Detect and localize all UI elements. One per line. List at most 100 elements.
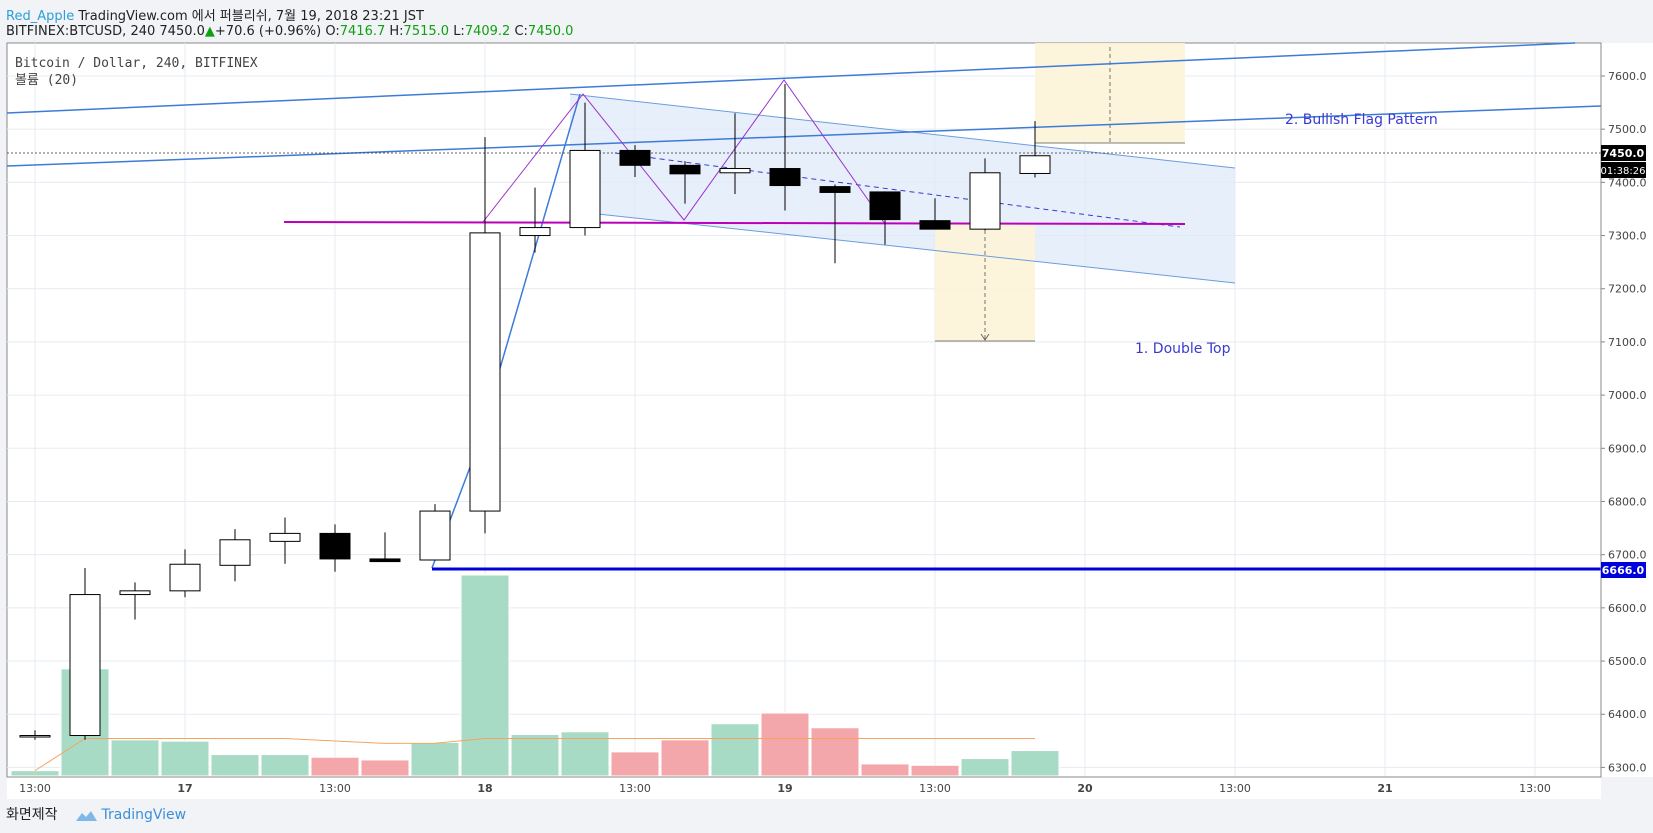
low-value: 7409.2 xyxy=(464,24,511,39)
flag-midline xyxy=(614,152,1181,228)
volume-bar xyxy=(310,756,360,777)
candle-body xyxy=(969,172,1001,230)
bullish-flag-zone xyxy=(570,94,1235,283)
candle-body xyxy=(819,186,851,193)
time-tick-label: 20 xyxy=(1077,782,1093,795)
high-label: H: xyxy=(389,24,404,39)
time-tick-label: 19 xyxy=(777,782,792,795)
candle-body xyxy=(69,594,101,737)
time-tick-label: 13:00 xyxy=(619,782,651,795)
candle-body xyxy=(369,558,401,563)
volume-bar xyxy=(810,727,860,777)
price-tick-label: 6600.0 xyxy=(1608,602,1647,615)
tradingview-cloud-icon xyxy=(75,811,97,821)
grid-lines xyxy=(7,43,1601,777)
candle-body xyxy=(519,227,551,237)
volume-bar xyxy=(960,758,1010,777)
price-chart[interactable]: 6300.0 6400.0 6500.0 6600.0 6700.0 6800.0 6900… xyxy=(0,0,1653,800)
price-tick-label: 6700.0 xyxy=(1608,549,1647,562)
volume-bar xyxy=(760,712,810,777)
candle-body xyxy=(469,232,501,512)
time-tick-label: 17 xyxy=(177,782,192,795)
price-tick-label: 7200.0 xyxy=(1608,283,1647,296)
published-text: TradingView.com 에서 퍼블리쉬, 7월 19, 2018 23:… xyxy=(78,9,424,24)
volume-bar xyxy=(410,742,460,777)
double-top-neckline xyxy=(283,221,1186,225)
volume-bar xyxy=(360,759,410,777)
high-value: 7515.0 xyxy=(403,24,450,39)
price-tick-label: 6800.0 xyxy=(1608,495,1647,508)
flag-upper-line xyxy=(569,93,1236,169)
change-value: +70.6 (+0.96%) xyxy=(214,24,322,39)
volume-bar xyxy=(210,754,260,777)
price-tick-label: 7300.0 xyxy=(1608,230,1647,243)
volume-legend: 볼륨 (20) xyxy=(15,73,78,88)
volume-bar xyxy=(460,574,510,777)
candle-body xyxy=(219,539,251,566)
volume-bar xyxy=(910,764,960,777)
time-tick-label: 21 xyxy=(1377,782,1392,795)
price-tick-label: 7400.0 xyxy=(1608,176,1647,189)
volume-bar xyxy=(510,733,560,777)
author-name[interactable]: Red_Apple xyxy=(6,9,75,24)
footer: 화면제작 TradingView xyxy=(6,804,186,824)
candle-body xyxy=(769,168,801,187)
candle-body xyxy=(919,220,951,230)
price-tick-label: 7600.0 xyxy=(1608,70,1647,83)
volume-bar xyxy=(710,723,760,777)
volume-moving-average xyxy=(34,737,1035,772)
tradingview-brand[interactable]: TradingView xyxy=(101,807,187,823)
close-label: C: xyxy=(514,24,528,39)
open-value: 7416.7 xyxy=(339,24,386,39)
price-axis-ticks: 6300.0 6400.0 6500.0 6600.0 6700.0 6800.0 6900… xyxy=(1601,70,1647,774)
time-tick-label: 13:00 xyxy=(919,782,951,795)
level-price-tag-text: 6666.0 xyxy=(1602,564,1645,577)
time-tick-label: 13:00 xyxy=(1219,782,1251,795)
volume-bar xyxy=(110,739,160,777)
candle-body xyxy=(319,532,351,560)
candle-body xyxy=(869,191,901,221)
candle-body xyxy=(169,563,201,592)
volume-bars xyxy=(10,574,1060,777)
time-axis[interactable] xyxy=(7,777,1601,799)
current-price-tag xyxy=(1601,145,1646,161)
volume-bar xyxy=(660,739,710,777)
countdown-tag-text: 01:38:26 xyxy=(1601,166,1646,177)
price-tick-label: 6400.0 xyxy=(1608,708,1647,721)
candle-body xyxy=(669,164,701,175)
chart-header-published: Red_Apple TradingView.com 에서 퍼블리쉬, 7월 19… xyxy=(6,5,424,24)
time-tick-label: 13:00 xyxy=(1519,782,1551,795)
close-value: 7450.0 xyxy=(527,24,574,39)
time-tick-label: 13:00 xyxy=(19,782,51,795)
double-top-label: 1. Double Top xyxy=(1135,341,1231,357)
level-price-tag xyxy=(1601,562,1646,578)
candle-body xyxy=(419,510,451,561)
volume-bar xyxy=(560,731,610,777)
time-tick-label: 13:00 xyxy=(319,782,351,795)
countdown-tag xyxy=(1601,162,1646,178)
open-label: O: xyxy=(325,24,340,39)
price-tick-label: 7500.0 xyxy=(1608,123,1647,136)
price-tick-label: 6900.0 xyxy=(1608,442,1647,455)
price-tick-label: 7100.0 xyxy=(1608,336,1647,349)
up-arrow-icon: ▲ xyxy=(204,24,215,39)
bullish-flag-label: 2. Bullish Flag Pattern xyxy=(1285,112,1438,128)
volume-bar xyxy=(860,763,910,777)
candle-body xyxy=(1019,155,1051,174)
candle-body xyxy=(569,149,601,229)
price-tick-label: 7000.0 xyxy=(1608,389,1647,402)
double-top-pattern xyxy=(482,79,886,225)
made-by-label: 화면제작 xyxy=(6,807,58,823)
candle-body xyxy=(19,735,51,738)
ohlc-header: BITFINEX:BTCUSD, 240 7450.0▲+70.6 (+0.96… xyxy=(6,24,573,39)
volume-bar xyxy=(1010,750,1060,777)
last-price: 7450.0 xyxy=(159,24,205,39)
time-tick-label: 18 xyxy=(477,782,492,795)
candle-body xyxy=(719,168,751,174)
candle-body xyxy=(619,149,651,166)
price-tick-label: 6300.0 xyxy=(1608,761,1647,774)
price-tick-label: 6500.0 xyxy=(1608,655,1647,668)
volume-bar xyxy=(10,770,60,777)
chart-legend-title: Bitcoin / Dollar, 240, BITFINEX xyxy=(15,56,258,71)
time-axis-ticks: 13:00 17 13:00 18 13:00 19 13:00 20 13:00 21 13:00 xyxy=(19,782,1551,795)
